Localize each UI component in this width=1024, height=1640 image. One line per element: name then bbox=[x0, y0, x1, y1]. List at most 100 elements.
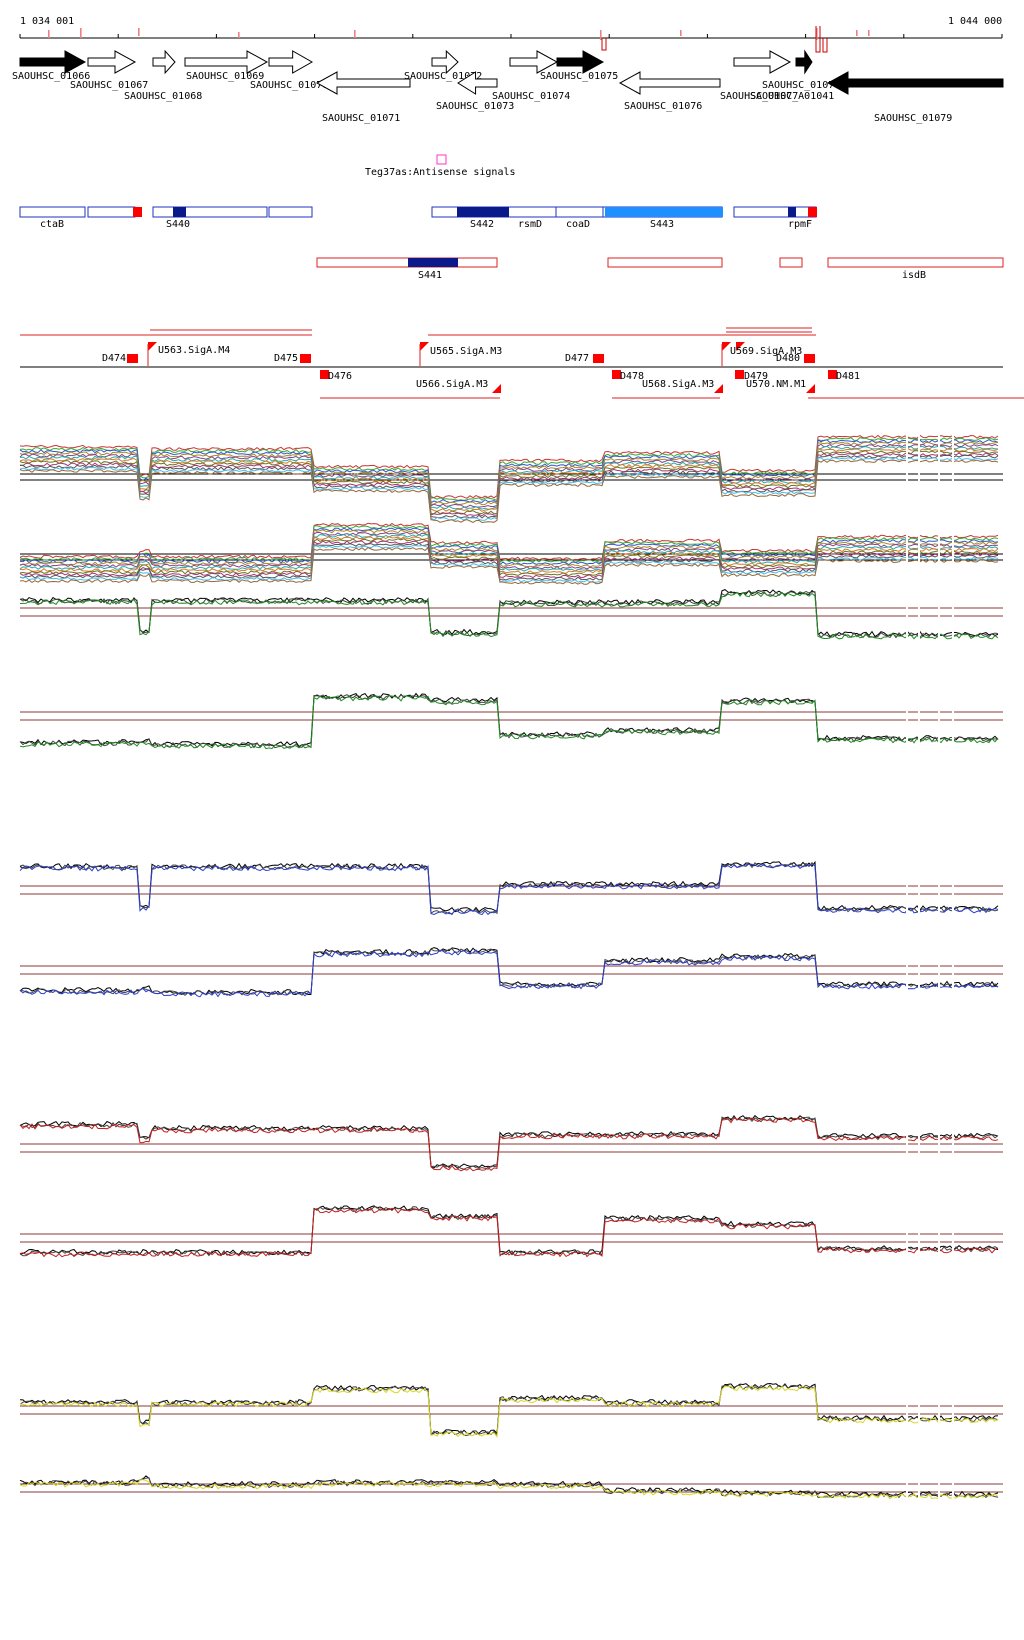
data-gap bbox=[906, 1443, 908, 1533]
segment-label: rpmF bbox=[788, 219, 812, 230]
promoter-marker bbox=[320, 370, 329, 379]
expression-series bbox=[19, 527, 999, 566]
data-gap bbox=[938, 515, 940, 605]
data-gap bbox=[918, 671, 920, 761]
gene-saouhsc_01066[interactable]: SAOUHSC_01066 bbox=[12, 50, 90, 82]
data-gap bbox=[918, 1193, 920, 1283]
segment-box[interactable] bbox=[87, 206, 136, 218]
antisense-signal: Teg37as:Antisense signals bbox=[365, 154, 516, 178]
expression-panel-2 bbox=[19, 515, 1003, 605]
gene-arrow bbox=[431, 49, 459, 75]
gene-saouhsc_01076[interactable]: SAOUHSC_01076 bbox=[618, 71, 721, 112]
gene-saouhsc_01071[interactable]: SAOUHSC_01071 bbox=[315, 71, 411, 124]
gene-saouhsc_01070[interactable]: SAOUHSC_01070 bbox=[250, 50, 328, 91]
segment-box[interactable] bbox=[268, 206, 313, 218]
segment-highlight bbox=[457, 207, 509, 217]
data-gap bbox=[952, 1443, 954, 1533]
segment-highlight bbox=[173, 207, 186, 217]
promoter-marker bbox=[300, 354, 311, 363]
segment-highlight bbox=[788, 207, 796, 217]
gene-arrow bbox=[733, 50, 792, 74]
data-gap bbox=[938, 1103, 940, 1193]
expression-panel-9 bbox=[19, 1365, 1003, 1455]
gene-saouhsc_01079[interactable]: SAOUHSC_01079 bbox=[826, 71, 1004, 124]
gene-saouhsc_01068[interactable]: SAOUHSC_01068 bbox=[124, 49, 202, 102]
data-gap bbox=[906, 567, 908, 657]
promoter-flag bbox=[722, 342, 731, 351]
gene-saouhsc_01067[interactable]: SAOUHSC_01067 bbox=[70, 50, 148, 91]
segment-highlight bbox=[133, 207, 142, 217]
ruler-signal-mark bbox=[680, 30, 682, 36]
data-gap bbox=[906, 515, 908, 605]
ruler-start-label: 1 034 001 bbox=[20, 16, 74, 27]
expression-series bbox=[19, 1479, 999, 1500]
expression-panel-1 bbox=[19, 434, 1003, 525]
expression-series bbox=[19, 1116, 999, 1170]
data-gap bbox=[938, 845, 940, 935]
gene-arrow bbox=[184, 50, 269, 74]
ruler-signal-mark bbox=[856, 30, 858, 36]
ruler-signal-mark bbox=[48, 30, 50, 38]
promoter-label-top: D477 bbox=[565, 353, 589, 364]
ruler-signal-mark bbox=[238, 32, 240, 38]
segment-box[interactable] bbox=[152, 206, 268, 218]
data-gap bbox=[938, 1193, 940, 1283]
gene-label: SAOUHSC_01074 bbox=[492, 91, 570, 102]
segment-track-2: S441 isdB bbox=[316, 257, 1004, 281]
gene-saouhsc_01077[interactable]: SAOUHSC_01077 bbox=[720, 50, 798, 102]
expression-series bbox=[19, 1205, 999, 1256]
segment-box[interactable] bbox=[555, 206, 604, 218]
expression-series bbox=[19, 434, 999, 499]
promoter-flag bbox=[736, 342, 745, 351]
segment-box[interactable] bbox=[779, 257, 803, 268]
gene-saouhsc_01075[interactable]: SAOUHSC_01075 bbox=[540, 50, 618, 82]
segment-box[interactable] bbox=[316, 257, 498, 268]
gene-label: SAOUHSC_01069 bbox=[186, 71, 264, 82]
ruler-signal-mark bbox=[600, 30, 602, 40]
expression-panel-4 bbox=[19, 671, 1003, 761]
segment-box[interactable] bbox=[19, 206, 86, 218]
data-gap bbox=[952, 845, 954, 935]
data-gap bbox=[952, 515, 954, 605]
expression-series bbox=[19, 861, 999, 915]
promoter-marker bbox=[593, 354, 604, 363]
segment-box[interactable] bbox=[733, 206, 817, 218]
expression-series bbox=[19, 590, 999, 639]
promoter-label-bottom: D481 bbox=[836, 371, 860, 382]
expression-series bbox=[19, 540, 999, 579]
antisense-label: Teg37as:Antisense signals bbox=[365, 167, 516, 178]
segment-box[interactable] bbox=[607, 257, 723, 268]
data-gap bbox=[938, 435, 940, 525]
data-gap bbox=[918, 845, 920, 935]
promoter-label-bottom: D479 bbox=[744, 371, 768, 382]
gene-label: SAOUHSC_01077 bbox=[720, 91, 798, 102]
expression-series bbox=[19, 1384, 999, 1437]
segment-box[interactable] bbox=[827, 257, 1004, 268]
data-gap bbox=[938, 1443, 940, 1533]
promoter-label-top: U565.SigA.M3 bbox=[430, 346, 502, 357]
data-gap bbox=[918, 1365, 920, 1455]
expression-series bbox=[19, 947, 999, 996]
promoter-label-top: U563.SigA.M4 bbox=[158, 345, 230, 356]
gene-saouhsc_01072[interactable]: SAOUHSC_01072 bbox=[404, 49, 482, 82]
expression-series bbox=[19, 439, 999, 504]
promoter-label-bottom: D478 bbox=[620, 371, 644, 382]
gene-saouhsc_01069[interactable]: SAOUHSC_01069 bbox=[184, 50, 269, 82]
ruler-end-label: 1 044 000 bbox=[948, 16, 1002, 27]
gene-saouhsc_a01041[interactable]: SAOUHSC_A01041 bbox=[750, 91, 834, 102]
segment-label: ctaB bbox=[40, 219, 64, 230]
data-gap bbox=[918, 515, 920, 605]
ruler-signal-mark bbox=[80, 28, 82, 38]
promoter-label-bottom: U566.SigA.M3 bbox=[416, 379, 488, 390]
segment-box[interactable] bbox=[507, 206, 557, 218]
gene-saouhsc_01074[interactable]: SAOUHSC_01074 bbox=[492, 50, 570, 102]
expression-series bbox=[19, 546, 999, 585]
segment-highlight bbox=[408, 258, 458, 267]
expression-series bbox=[19, 522, 999, 561]
gene-label: SAOUHSC_01066 bbox=[12, 71, 90, 82]
gene-saouhsc_01073[interactable]: SAOUHSC_01073 bbox=[436, 71, 514, 112]
promoter-marker bbox=[828, 370, 837, 379]
gene-arrow bbox=[556, 50, 605, 74]
gene-saouhsc_01078[interactable]: SAOUHSC_01078 bbox=[762, 49, 840, 91]
expression-panels bbox=[19, 434, 1003, 1533]
